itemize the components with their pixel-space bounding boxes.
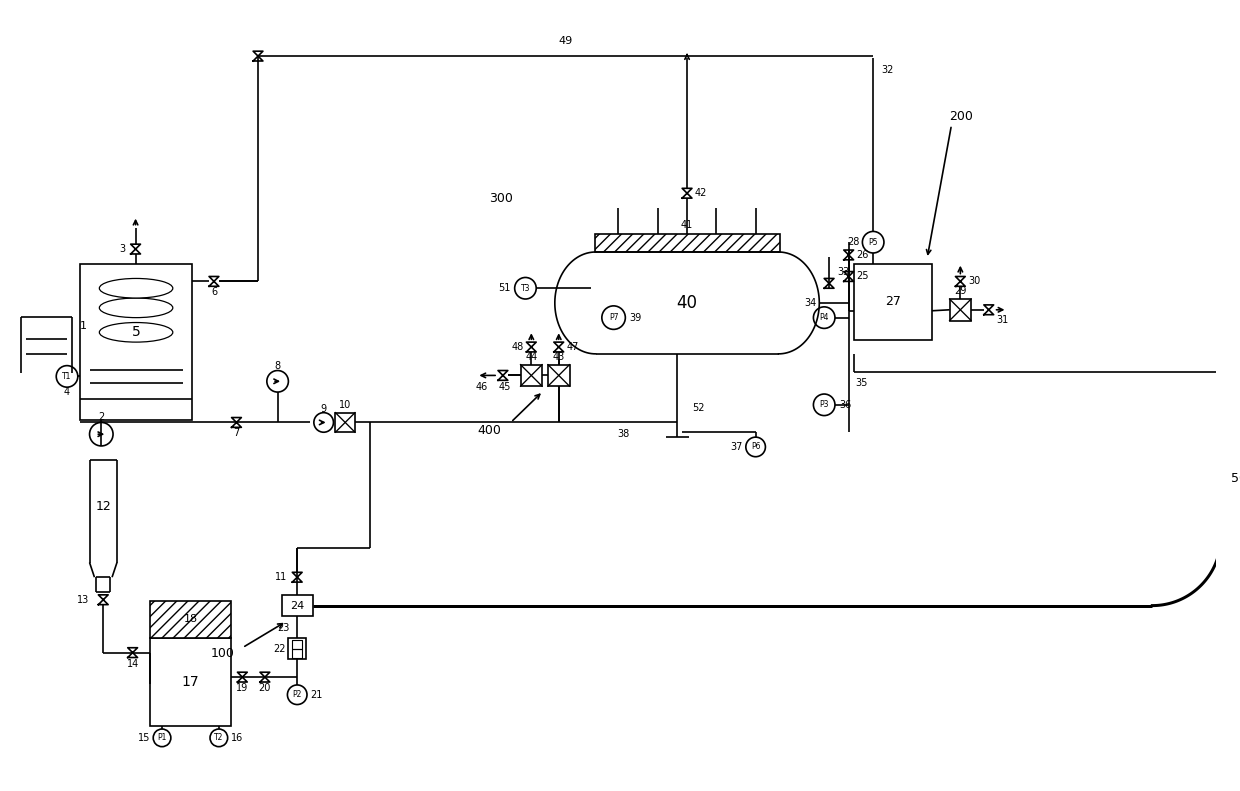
- Bar: [281, 595, 312, 616]
- Text: 16: 16: [231, 732, 243, 743]
- Text: 39: 39: [629, 312, 641, 323]
- Text: 24: 24: [290, 600, 304, 611]
- Text: P6: P6: [751, 442, 760, 452]
- Text: P2: P2: [293, 691, 301, 699]
- Text: 38: 38: [618, 430, 630, 439]
- Circle shape: [56, 365, 78, 387]
- Circle shape: [515, 278, 536, 299]
- Text: P4: P4: [820, 313, 830, 322]
- Circle shape: [745, 437, 765, 456]
- Text: 26: 26: [857, 250, 869, 260]
- Text: 13: 13: [77, 595, 89, 605]
- Text: T2: T2: [215, 733, 223, 742]
- Text: 100: 100: [211, 647, 234, 660]
- Text: 48: 48: [511, 342, 523, 352]
- Text: 15: 15: [138, 732, 150, 743]
- Text: P7: P7: [609, 313, 619, 322]
- Text: 400: 400: [477, 424, 501, 437]
- Text: 41: 41: [681, 220, 693, 229]
- Text: 300: 300: [489, 191, 513, 205]
- Text: P1: P1: [157, 733, 166, 742]
- Text: 33: 33: [837, 267, 849, 277]
- Text: 9: 9: [321, 403, 326, 414]
- Text: 7: 7: [233, 428, 239, 438]
- Bar: [79, 263, 192, 421]
- Text: 30: 30: [968, 276, 981, 286]
- Text: 46: 46: [475, 382, 487, 392]
- Circle shape: [210, 729, 228, 747]
- Text: 51: 51: [498, 283, 511, 293]
- Text: 21: 21: [310, 690, 322, 700]
- Text: 10: 10: [339, 399, 351, 410]
- Text: 18: 18: [184, 615, 197, 624]
- Circle shape: [154, 729, 171, 747]
- Text: 1: 1: [79, 321, 87, 331]
- Text: 22: 22: [273, 644, 285, 653]
- Text: 49: 49: [558, 36, 573, 47]
- Text: T3: T3: [521, 284, 531, 293]
- Circle shape: [813, 307, 835, 328]
- Text: 43: 43: [553, 352, 565, 361]
- Text: 3: 3: [120, 244, 125, 254]
- Ellipse shape: [99, 278, 172, 298]
- Circle shape: [813, 394, 835, 415]
- Text: 19: 19: [237, 683, 248, 693]
- Text: 44: 44: [526, 352, 537, 361]
- Text: 45: 45: [498, 382, 511, 392]
- Bar: [521, 365, 542, 386]
- Circle shape: [601, 306, 625, 329]
- Text: 8: 8: [274, 361, 280, 371]
- Circle shape: [89, 422, 113, 446]
- Bar: [548, 365, 569, 386]
- Text: 42: 42: [694, 188, 707, 199]
- Text: 35: 35: [856, 378, 868, 388]
- Text: 31: 31: [997, 315, 1009, 324]
- Text: 20: 20: [259, 683, 272, 693]
- Text: 28: 28: [847, 237, 859, 248]
- Text: 23: 23: [277, 623, 289, 633]
- Text: 12: 12: [95, 500, 112, 513]
- Text: 25: 25: [857, 271, 869, 282]
- Bar: [950, 299, 971, 320]
- Text: P3: P3: [820, 400, 830, 409]
- Bar: [335, 413, 355, 432]
- Circle shape: [288, 685, 308, 705]
- Text: 47: 47: [567, 342, 579, 352]
- Text: 40: 40: [677, 294, 698, 312]
- Text: 37: 37: [730, 442, 743, 452]
- Text: 34: 34: [805, 298, 817, 308]
- Text: 32: 32: [880, 65, 893, 75]
- Circle shape: [314, 413, 334, 432]
- Text: 17: 17: [181, 675, 200, 689]
- Ellipse shape: [99, 298, 172, 318]
- Text: 200: 200: [950, 110, 973, 123]
- Text: T1: T1: [62, 372, 72, 381]
- Ellipse shape: [99, 323, 172, 343]
- Bar: [289, 638, 306, 660]
- Text: 14: 14: [126, 660, 139, 669]
- Circle shape: [862, 232, 884, 253]
- Text: 50: 50: [1230, 471, 1240, 485]
- Text: 4: 4: [64, 387, 71, 397]
- Text: 36: 36: [839, 399, 851, 410]
- Text: 11: 11: [275, 572, 288, 582]
- Text: 2: 2: [98, 411, 104, 422]
- Circle shape: [267, 370, 289, 392]
- Text: 29: 29: [954, 286, 966, 296]
- Text: 27: 27: [885, 296, 900, 308]
- Bar: [595, 234, 780, 252]
- Bar: [150, 638, 231, 726]
- Bar: [150, 600, 231, 638]
- Text: 5: 5: [131, 325, 140, 339]
- Text: 52: 52: [692, 403, 704, 413]
- Bar: [853, 263, 932, 340]
- Text: P5: P5: [868, 238, 878, 247]
- Text: 6: 6: [211, 287, 217, 297]
